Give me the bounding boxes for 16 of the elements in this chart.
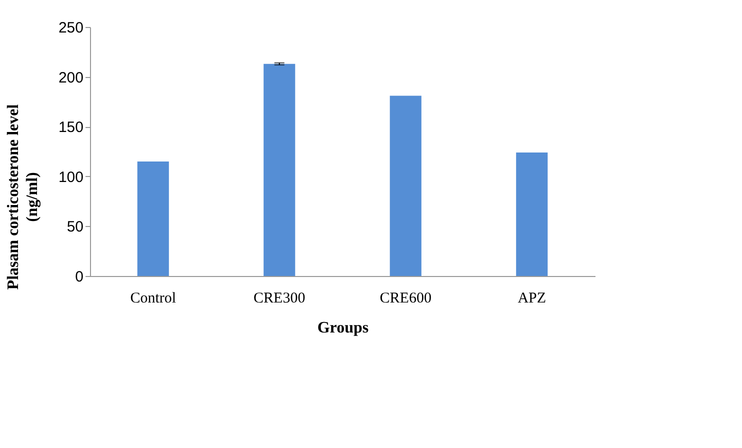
bar <box>137 161 169 276</box>
x-tick-label: Control <box>130 290 176 306</box>
y-tick-label: 0 <box>75 268 84 286</box>
x-axis-title: Groups <box>317 320 369 336</box>
x-tick-label: CRE300 <box>254 290 306 306</box>
y-tick-label: 100 <box>58 168 84 186</box>
bar <box>264 64 296 276</box>
y-tick-label: 50 <box>66 218 84 236</box>
bar <box>516 152 548 276</box>
bar <box>390 96 422 276</box>
y-axis-title: Plasam corticosterone level (ng/ml) <box>5 104 41 290</box>
y-tick-label: 150 <box>58 119 84 136</box>
y-tick-label: 250 <box>58 20 84 36</box>
x-tick-label: APZ <box>518 290 546 306</box>
y-tick-label: 200 <box>58 69 84 86</box>
x-tick-label: CRE600 <box>380 290 432 306</box>
